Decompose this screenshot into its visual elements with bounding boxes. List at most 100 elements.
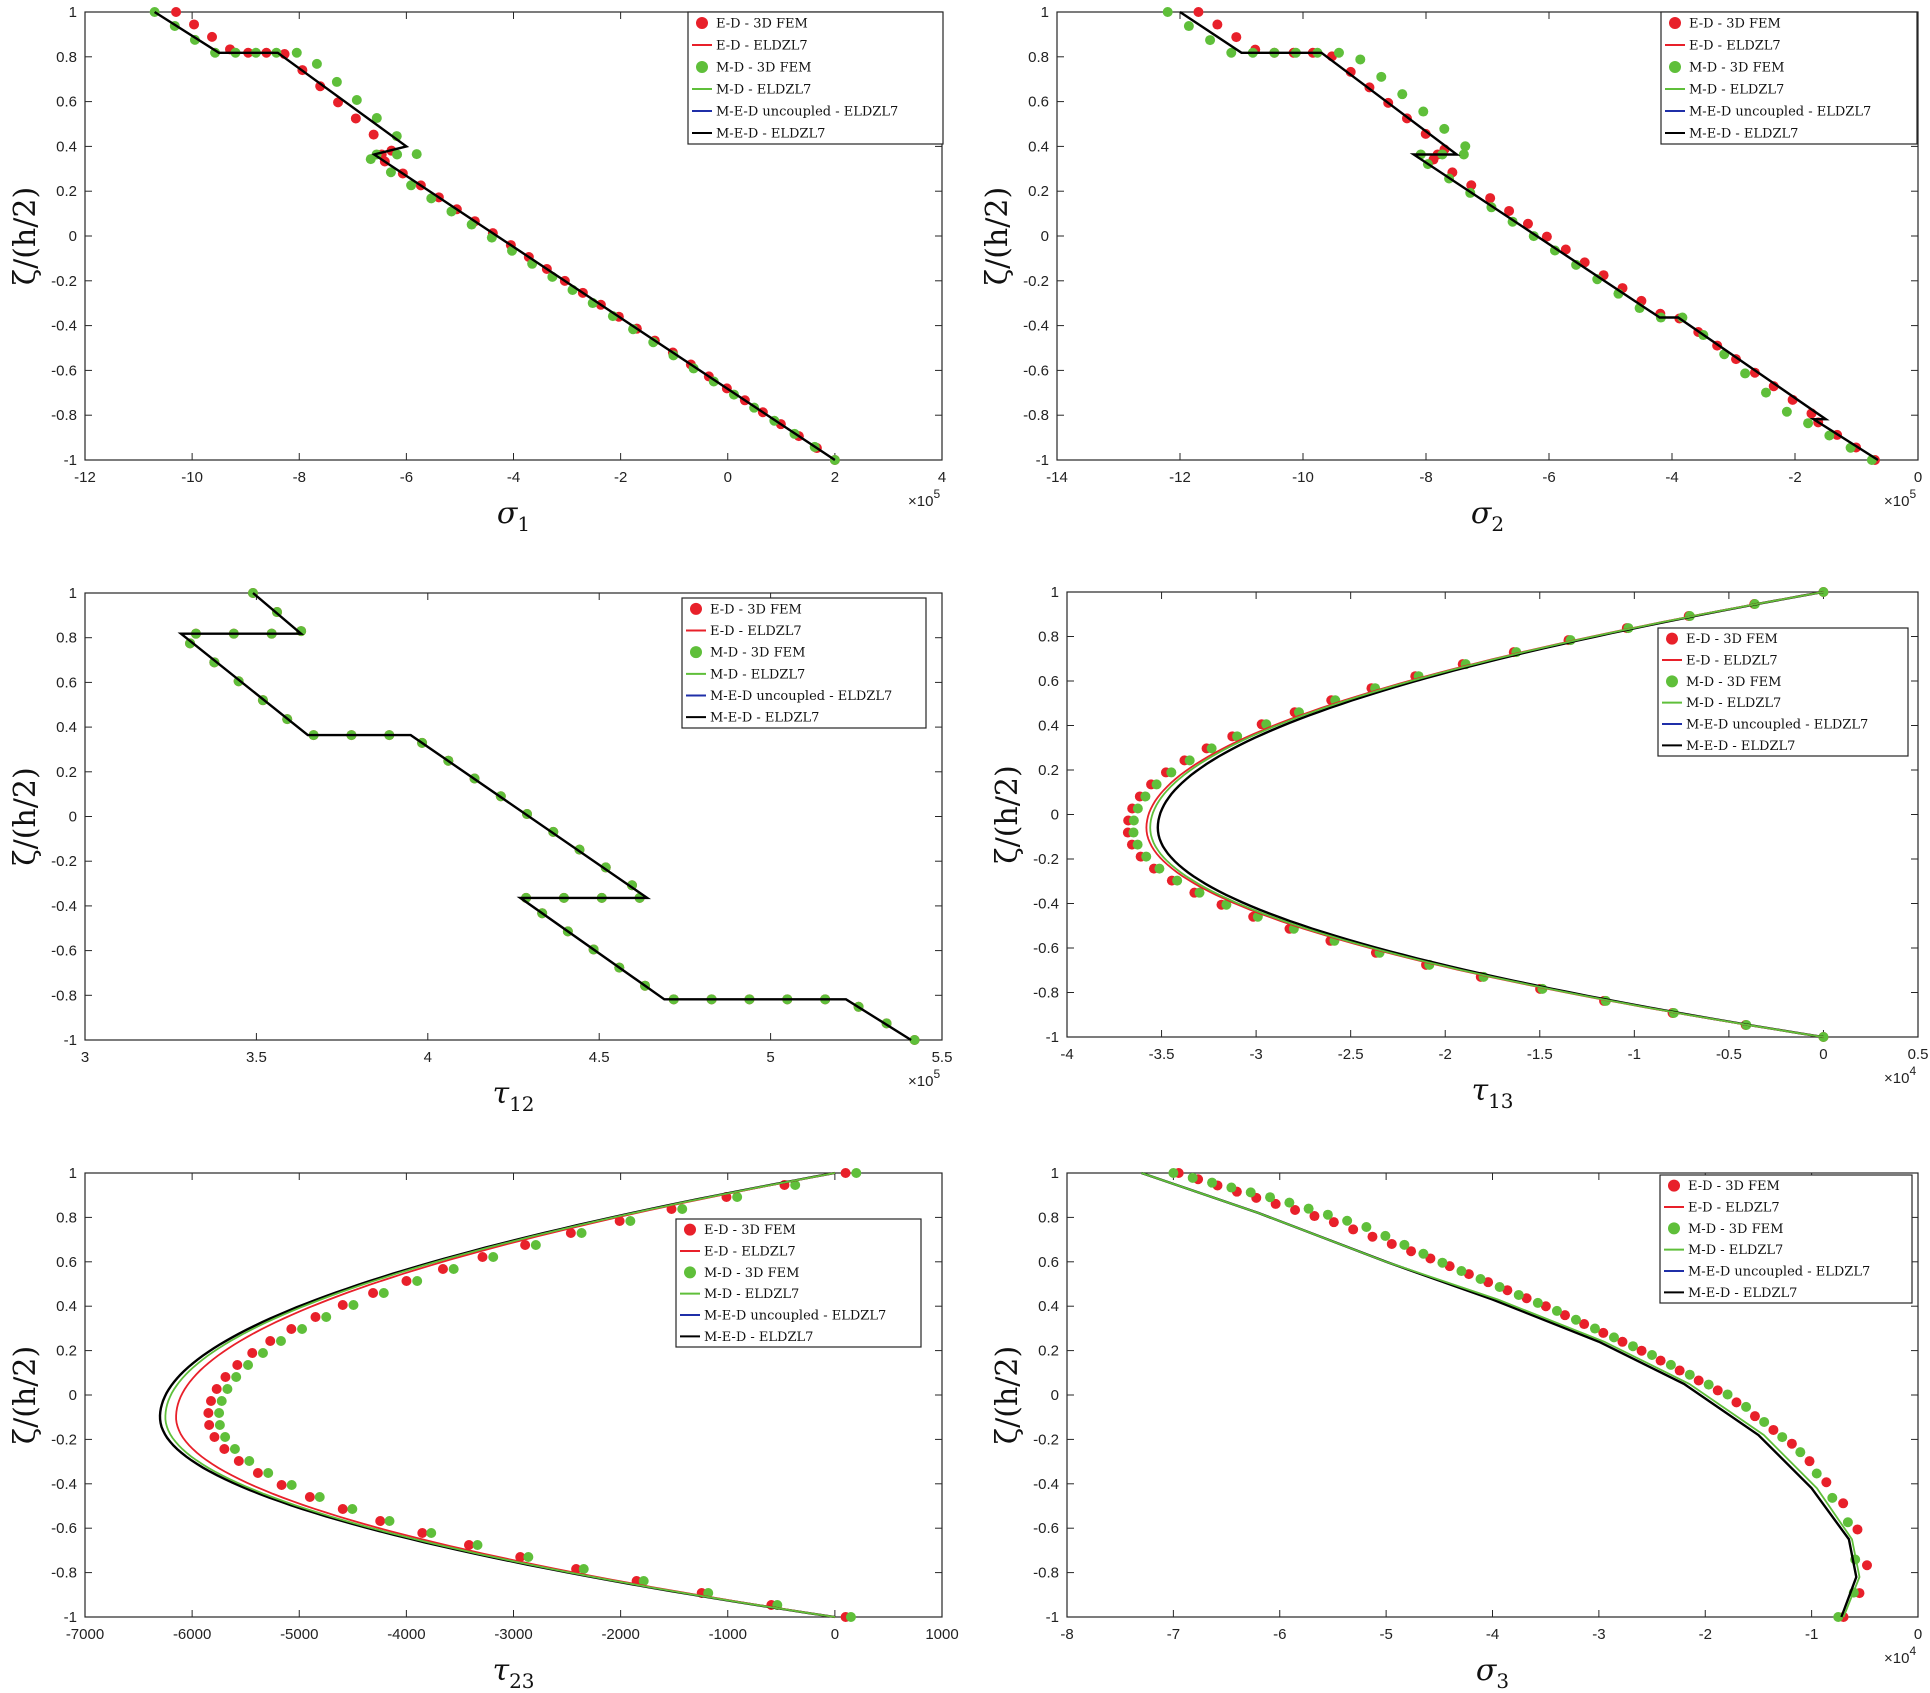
data-point <box>1437 1257 1448 1268</box>
data-point <box>437 1264 448 1274</box>
series-m-d-3d-fem <box>214 1168 862 1622</box>
y-tick-label: 0.2 <box>56 1343 77 1360</box>
data-point <box>1406 1246 1417 1257</box>
series-line <box>1141 1172 1861 1618</box>
axis-multiplier: ×105 <box>908 487 940 510</box>
y-tick-label: -0.8 <box>51 987 77 1004</box>
legend: E-D - 3D FEM E-D - ELDZL7 M-D - 3D FEM M-D … <box>687 11 944 145</box>
data-point <box>392 149 403 160</box>
y-tick-label: 0.4 <box>56 719 77 736</box>
y-tick-label: 1 <box>69 4 77 21</box>
data-point <box>375 1516 386 1526</box>
data-point <box>1207 1177 1218 1188</box>
data-point <box>385 167 396 178</box>
data-point <box>1540 1301 1551 1312</box>
legend-item: E-D - ELDZL7 <box>686 624 802 639</box>
y-tick-label: -1 <box>64 1032 77 1049</box>
legend-item: M-E-D uncoupled - ELDZL7 <box>1662 718 1868 733</box>
y-tick-label: 0.2 <box>56 183 77 200</box>
y-tick-label: -0.2 <box>51 853 77 870</box>
data-point <box>1749 1411 1760 1422</box>
x-tick-label: -2 <box>1699 1626 1712 1643</box>
multiplier-exponent: 5 <box>1909 487 1916 501</box>
data-point <box>520 1240 531 1250</box>
data-point <box>1522 218 1533 229</box>
series-line <box>164 1172 836 1618</box>
legend-label: M-D - ELDZL7 <box>710 667 805 682</box>
legend-label: M-E-D - ELDZL7 <box>1688 1286 1797 1301</box>
x-tick-label: -6000 <box>173 1626 211 1643</box>
data-point <box>1589 1323 1600 1334</box>
y-tick-label: -0.2 <box>51 273 77 290</box>
x-tick-label: -1000 <box>709 1626 747 1643</box>
data-point <box>1483 1277 1494 1288</box>
data-point <box>1245 1187 1256 1198</box>
data-point <box>677 1204 688 1214</box>
x-axis-symbol: σ <box>497 496 519 531</box>
data-point <box>257 1348 268 1358</box>
y-tick-label: -0.8 <box>1033 985 1059 1002</box>
legend-item: E-D - 3D FEM <box>696 17 808 32</box>
data-point <box>1821 1477 1832 1488</box>
y-tick-label: -0.6 <box>1033 1520 1059 1537</box>
data-point <box>1439 123 1450 134</box>
legend-label: M-E-D - ELDZL7 <box>704 1330 813 1345</box>
data-point <box>406 180 417 191</box>
y-tick-label: 0.4 <box>56 138 77 155</box>
data-point <box>840 1168 851 1178</box>
x-tick-label: -3 <box>1592 1626 1605 1643</box>
y-tick-label: -0.6 <box>1023 362 1049 379</box>
data-point <box>321 1312 332 1322</box>
legend-item: E-D - ELDZL7 <box>1664 1201 1780 1216</box>
y-tick-label: 0.2 <box>1038 1343 1059 1360</box>
x-tick-label: -6 <box>1542 469 1555 486</box>
legend-item: M-D - ELDZL7 <box>1665 83 1784 98</box>
data-point <box>211 1384 222 1394</box>
y-tick-label: 0 <box>1041 228 1049 245</box>
data-point <box>1322 1209 1333 1220</box>
x-tick-label: -4 <box>1060 1046 1073 1063</box>
y-tick-label: 0.8 <box>56 1209 77 1226</box>
y-tick-label: 0.8 <box>56 630 77 647</box>
series-m-d-3d-fem <box>1168 1168 1861 1622</box>
data-point <box>1456 1266 1467 1277</box>
legend-box <box>687 11 944 145</box>
data-point <box>337 1300 348 1310</box>
y-tick-label: 0.8 <box>1038 629 1059 646</box>
series-line <box>153 10 836 462</box>
legend-label: M-E-D uncoupled - ELDZL7 <box>710 689 892 704</box>
data-point <box>1818 587 1829 597</box>
x-tick-label: -3 <box>1249 1046 1262 1063</box>
y-tick-label: 0.4 <box>56 1298 77 1315</box>
data-point <box>348 1300 359 1310</box>
data-point <box>1827 1492 1838 1503</box>
data-point <box>1768 1424 1779 1435</box>
legend-marker <box>1668 1179 1680 1192</box>
multiplier-exponent: 5 <box>933 1067 940 1081</box>
legend-label: E-D - ELDZL7 <box>1689 39 1781 54</box>
legend-item: M-E-D - ELDZL7 <box>1662 739 1795 754</box>
data-point <box>310 1312 321 1322</box>
legend-label: M-D - 3D FEM <box>704 1266 799 1281</box>
multiplier-exponent: 4 <box>1909 1064 1916 1078</box>
data-point <box>171 7 182 17</box>
legend-marker <box>690 602 702 615</box>
data-point <box>1485 193 1496 204</box>
data-point <box>210 47 221 58</box>
data-point <box>1333 47 1344 58</box>
data-point <box>1749 367 1760 378</box>
x-tick-label: 4 <box>938 469 946 486</box>
data-point <box>1226 1182 1237 1193</box>
data-point <box>845 1612 856 1622</box>
data-point <box>1759 1416 1770 1427</box>
data-point <box>790 1180 801 1190</box>
data-point <box>314 1492 325 1502</box>
x-axis-symbol: τ <box>1471 1073 1488 1108</box>
data-point <box>1608 1332 1619 1343</box>
legend-label: E-D - ELDZL7 <box>1688 1201 1780 1216</box>
x-tick-label: 5 <box>766 1049 774 1066</box>
legend-marker <box>696 17 708 29</box>
data-point <box>1722 1389 1733 1400</box>
y-tick-label: 0.8 <box>1028 49 1049 66</box>
x-tick-label: -10 <box>1292 469 1314 486</box>
